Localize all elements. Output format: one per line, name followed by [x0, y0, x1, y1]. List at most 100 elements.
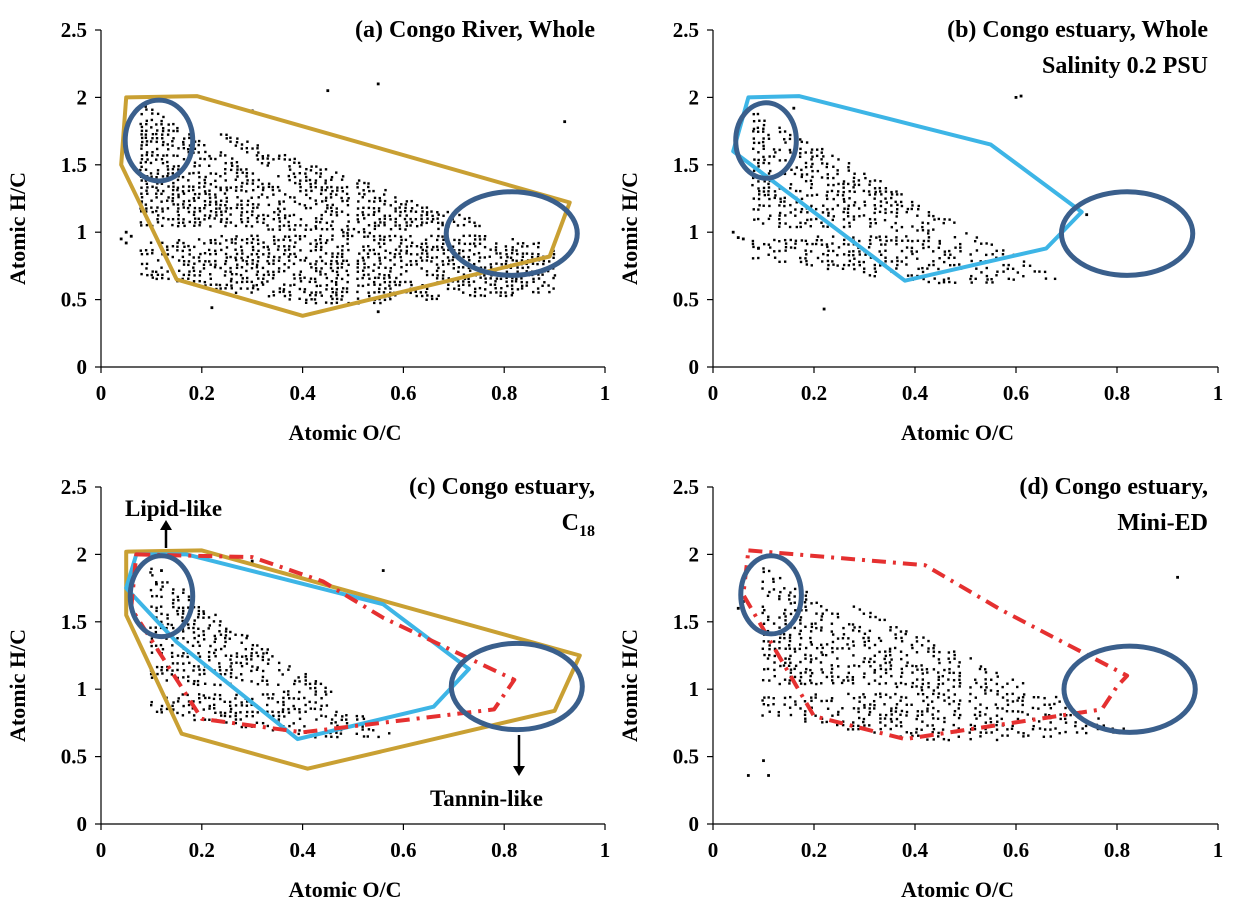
data-point — [947, 277, 950, 280]
data-point — [884, 260, 887, 263]
data-point — [778, 130, 782, 134]
data-point — [218, 662, 221, 665]
data-point — [377, 276, 380, 280]
data-point — [389, 266, 393, 270]
data-point — [177, 259, 181, 262]
data-point — [922, 699, 925, 703]
data-point — [324, 735, 328, 738]
data-point — [395, 276, 398, 280]
data-point — [926, 710, 929, 713]
data-point — [393, 263, 396, 266]
data-point — [197, 139, 201, 143]
data-point — [442, 248, 445, 252]
data-point — [282, 703, 285, 707]
data-point — [530, 255, 534, 259]
data-point — [188, 172, 191, 175]
data-point — [256, 644, 259, 647]
data-point — [762, 186, 766, 190]
data-point — [890, 713, 893, 716]
data-point — [758, 204, 761, 207]
data-point — [879, 253, 883, 257]
y-tick-label: 1.5 — [673, 153, 699, 177]
data-point — [837, 158, 840, 161]
data-point — [234, 258, 238, 262]
data-point — [1016, 710, 1020, 713]
data-point — [996, 270, 999, 273]
data-point — [789, 661, 792, 665]
data-point — [873, 704, 876, 707]
data-point — [846, 675, 849, 679]
data-point — [762, 640, 766, 643]
data-point — [858, 263, 862, 267]
data-point — [847, 665, 850, 668]
data-point — [324, 188, 327, 192]
data-point — [752, 112, 755, 116]
data-point — [277, 259, 281, 262]
data-point — [151, 112, 154, 115]
data-point — [552, 256, 555, 260]
data-point — [894, 633, 897, 636]
data-point — [294, 255, 297, 258]
data-point — [815, 601, 818, 605]
data-point — [825, 720, 828, 724]
data-point — [272, 714, 275, 718]
data-point — [756, 126, 760, 130]
data-point — [784, 608, 787, 612]
data-point — [250, 280, 253, 284]
data-point — [804, 657, 807, 660]
data-point — [329, 262, 333, 266]
data-point — [293, 707, 296, 711]
data-point — [1049, 735, 1052, 738]
data-point — [235, 161, 239, 164]
x-tick-label: 0.4 — [902, 381, 929, 405]
data-point — [271, 277, 275, 280]
data-point — [1021, 710, 1024, 714]
data-point — [315, 242, 318, 246]
data-point — [890, 204, 893, 207]
data-point — [852, 236, 855, 239]
data-point — [442, 270, 445, 273]
data-point — [927, 214, 931, 217]
data-point — [404, 206, 407, 210]
data-point — [810, 151, 813, 154]
data-point — [372, 213, 376, 217]
data-point — [188, 144, 192, 147]
data-point — [319, 234, 322, 238]
data-point — [250, 253, 254, 256]
data-point — [809, 674, 812, 678]
data-point — [941, 728, 945, 731]
data-point — [1026, 713, 1029, 716]
data-point — [368, 294, 371, 298]
data-point — [788, 148, 792, 152]
x-tick-label: 0.2 — [189, 381, 215, 405]
data-point — [825, 194, 828, 197]
data-point — [852, 263, 855, 266]
data-point — [140, 262, 144, 266]
data-point — [166, 168, 170, 171]
data-point — [256, 185, 260, 189]
data-point — [383, 273, 386, 277]
data-point — [425, 270, 429, 273]
data-point — [283, 252, 286, 256]
data-point — [278, 217, 281, 220]
data-point — [863, 267, 866, 270]
data-point — [927, 682, 930, 685]
data-point — [245, 280, 249, 283]
data-point — [435, 269, 439, 273]
data-point — [340, 186, 344, 189]
data-point — [424, 242, 428, 245]
data-point — [282, 288, 286, 291]
data-point — [298, 273, 302, 276]
data-point — [974, 707, 977, 710]
data-point — [245, 658, 248, 661]
data-point — [230, 277, 233, 281]
data-point — [911, 239, 914, 243]
data-point — [957, 735, 961, 738]
data-point — [757, 161, 760, 165]
data-point — [752, 120, 756, 123]
data-point — [820, 158, 823, 161]
data-point — [319, 708, 323, 711]
data-point — [473, 294, 477, 298]
data-point — [762, 190, 766, 193]
